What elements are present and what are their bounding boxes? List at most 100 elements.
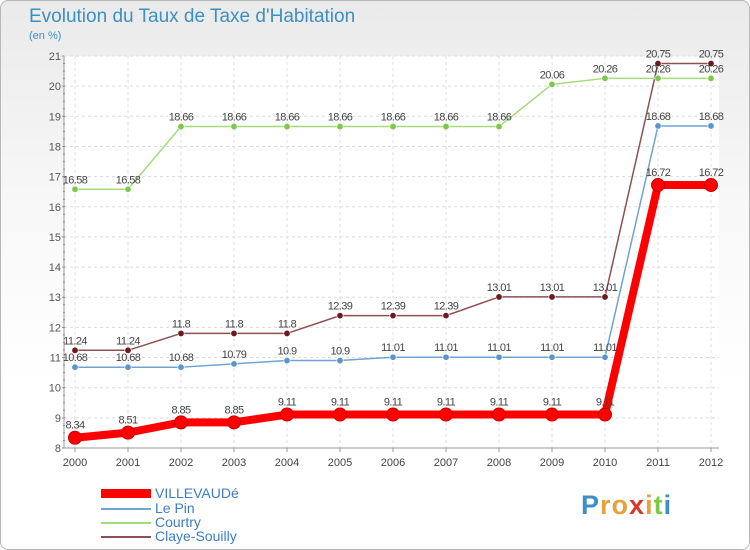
data-label: 11.01: [434, 342, 458, 354]
data-label: 18.66: [381, 112, 406, 124]
data-label: 18.66: [222, 112, 247, 124]
y-tick-label: 17: [49, 172, 61, 184]
data-label: 11.8: [278, 318, 297, 330]
x-tick-label: 2001: [116, 457, 140, 469]
data-point: [707, 60, 715, 68]
x-tick-label: 2006: [381, 457, 405, 469]
data-point: [545, 407, 559, 422]
data-label: 8.51: [118, 415, 137, 427]
x-tick-label: 2008: [487, 457, 511, 469]
chart-subtitle: (en %): [29, 30, 62, 42]
logo-letter: r: [600, 490, 612, 520]
data-point: [495, 293, 503, 301]
data-point: [601, 74, 609, 82]
data-point: [68, 430, 82, 445]
data-label: 11.24: [116, 335, 140, 347]
data-label: 9.11: [596, 397, 615, 409]
data-point: [174, 415, 188, 430]
data-label: 10.9: [330, 346, 349, 358]
data-label: 11.24: [63, 335, 87, 347]
data-point: [177, 123, 185, 131]
data-label: 9.11: [437, 397, 456, 409]
data-point: [336, 123, 344, 131]
data-label: 10.68: [63, 352, 88, 364]
data-label: 8.85: [224, 404, 243, 416]
data-label: 11.01: [540, 342, 564, 354]
y-tick-label: 13: [49, 292, 61, 304]
data-label: 18.66: [169, 112, 194, 124]
data-point: [71, 363, 79, 371]
x-tick-label: 2009: [540, 457, 564, 469]
proxiti-logo: Proxiti: [581, 490, 672, 521]
chart-title: Evolution du Taux de Taxe d'Habitation: [29, 6, 356, 27]
data-label: 10.68: [116, 352, 141, 364]
data-label: 20.75: [699, 49, 724, 61]
y-tick-label: 16: [49, 202, 61, 214]
data-point: [227, 415, 241, 430]
y-tick-label: 15: [49, 232, 61, 244]
data-point: [389, 353, 397, 361]
data-point: [124, 185, 132, 193]
data-label: 20.26: [646, 63, 671, 75]
data-label: 12.39: [434, 301, 459, 313]
logo-letter: t: [653, 490, 664, 520]
data-label: 13.01: [487, 282, 512, 294]
data-point: [654, 122, 662, 130]
legend-swatch-villevaude: [101, 489, 151, 498]
data-point: [704, 178, 718, 193]
data-point: [177, 329, 185, 337]
data-point: [654, 74, 662, 82]
data-label: 16.58: [63, 174, 88, 186]
y-tick-label: 12: [49, 322, 61, 334]
y-tick-label: 21: [49, 51, 61, 63]
data-point: [707, 122, 715, 130]
data-point: [336, 357, 344, 365]
y-tick-label: 19: [49, 111, 61, 123]
data-label: 20.75: [646, 49, 671, 61]
x-tick-label: 2003: [222, 457, 246, 469]
data-label: 16.72: [646, 167, 671, 179]
legend-label: Claye-Souilly: [155, 528, 237, 544]
data-point: [336, 312, 344, 320]
data-point: [71, 346, 79, 354]
data-point: [389, 123, 397, 131]
data-point: [333, 407, 347, 422]
x-tick-label: 2005: [328, 457, 352, 469]
data-label: 13.01: [540, 282, 565, 294]
data-label: 9.11: [490, 397, 509, 409]
data-label: 16.58: [116, 174, 141, 186]
data-point: [707, 74, 715, 82]
data-label: 18.66: [275, 112, 300, 124]
legend-label: VILLEVAUDé: [155, 485, 239, 501]
data-label: 18.68: [699, 111, 724, 123]
x-tick-label: 2010: [593, 457, 617, 469]
x-tick-label: 2004: [275, 457, 299, 469]
x-tick-label: 2002: [169, 457, 193, 469]
data-point: [654, 60, 662, 68]
data-point: [442, 312, 450, 320]
x-tick-label: 2012: [699, 457, 723, 469]
data-point: [124, 346, 132, 354]
y-tick-label: 20: [49, 81, 61, 93]
data-label: 20.26: [593, 63, 618, 75]
legend-label: Courtry: [155, 514, 201, 530]
data-label: 10.68: [169, 352, 194, 364]
data-point: [121, 425, 135, 440]
y-tick-label: 11: [50, 353, 61, 365]
logo-letter: x: [629, 490, 646, 520]
data-label: 10.9: [277, 346, 296, 358]
data-point: [548, 353, 556, 361]
data-point: [280, 407, 294, 422]
data-point: [492, 407, 506, 422]
y-tick-label: 9: [55, 413, 61, 425]
data-label: 11.01: [593, 342, 617, 354]
y-tick-label: 18: [49, 141, 61, 153]
legend-swatch-courtry: [101, 522, 151, 524]
data-point: [230, 123, 238, 131]
data-label: 11.01: [381, 342, 405, 354]
data-point: [598, 407, 612, 422]
data-point: [283, 329, 291, 337]
y-tick-label: 10: [49, 383, 61, 395]
x-tick-label: 2011: [646, 457, 670, 469]
